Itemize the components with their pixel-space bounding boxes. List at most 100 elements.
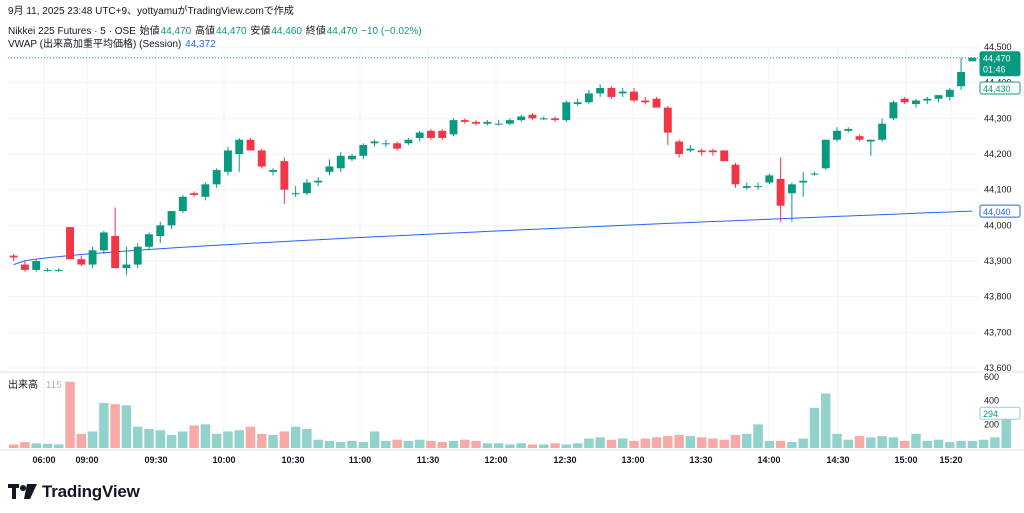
volume-bar [324, 440, 335, 448]
volume-bar [787, 442, 797, 448]
volume-bar [31, 443, 41, 448]
candle-body [359, 145, 368, 156]
x-tick-label: 11:30 [417, 455, 440, 465]
volume-bar [1001, 412, 1011, 448]
volume-bar [437, 442, 447, 448]
volume-bar [708, 438, 718, 448]
candle-body [483, 121, 492, 124]
candle-body [190, 193, 199, 196]
candle-body [404, 139, 413, 144]
x-tick-label: 09:00 [75, 455, 98, 465]
x-tick-label: 15:00 [894, 455, 917, 465]
volume-bar [200, 424, 211, 448]
volume-bar [572, 443, 583, 448]
volume-bar [629, 440, 639, 448]
volume-bar [809, 407, 820, 448]
volume-bar [945, 442, 955, 448]
volume-bar [313, 439, 323, 448]
candle-body [223, 150, 232, 172]
volume-bar [414, 439, 425, 448]
volume-value-tag-text: 294 [983, 409, 998, 419]
vwap-series-line [13, 210, 973, 266]
y-tick-label: 44,500 [984, 42, 1012, 52]
candle-body [20, 264, 29, 270]
volume-bar [369, 431, 380, 448]
x-tick-label: 15:20 [939, 455, 962, 465]
volume-bar [20, 442, 30, 448]
volume-bar [539, 444, 549, 448]
candle-body [156, 225, 165, 237]
tradingview-logo-icon [8, 484, 37, 499]
volume-bar [967, 440, 978, 448]
candle-body [370, 141, 379, 144]
last-price-tag-text: 44,470 [983, 54, 1011, 64]
volume-bar [956, 440, 966, 448]
candle-body [269, 170, 278, 172]
vwap-price-tag-text: 44,040 [983, 207, 1011, 217]
candle-body [697, 150, 706, 153]
last-price-tag-text: 01:46 [983, 65, 1006, 75]
volume-bar [832, 433, 842, 448]
candle-body [460, 120, 469, 122]
volume-bar [595, 437, 605, 448]
candle-body [618, 91, 627, 94]
candle-body [596, 88, 605, 94]
volume-bar [899, 440, 910, 448]
candle-body [449, 120, 458, 135]
ohlc-line: Nikkei 225 Futures · 5 · OSE 始値44,470 高値… [8, 26, 423, 38]
x-tick-label: 12:00 [484, 455, 507, 465]
candle-body [257, 150, 266, 167]
vwap-line: VWAP (出来高加重平均価格) (Session) 44,372 [8, 39, 217, 51]
candle-body [88, 250, 97, 265]
x-tick-label: 09:30 [144, 455, 167, 465]
y-tick-label: 43,600 [984, 363, 1012, 373]
volume-bar [268, 434, 278, 448]
vwap-value: 44,372 [185, 39, 216, 50]
volume-bar [798, 438, 808, 448]
volume-bar [820, 393, 831, 448]
x-tick-label: 14:00 [757, 455, 780, 465]
candle-body [314, 180, 323, 183]
volume-bar [516, 443, 526, 448]
candle-body [528, 114, 537, 119]
candle-body [472, 121, 481, 124]
volume-pane-legend: 出来高 115 [8, 380, 63, 392]
volume-bar [392, 439, 402, 448]
volume-bar [505, 444, 515, 448]
candle-body [99, 232, 108, 251]
volume-bar [8, 444, 19, 448]
volume-bar [888, 437, 899, 448]
tradingview-logo[interactable]: TradingView [8, 482, 140, 502]
volume-bar [730, 434, 741, 448]
volume-bar [426, 440, 436, 448]
candle-body [844, 129, 853, 131]
volume-bar [110, 404, 120, 448]
x-tick-label: 10:00 [212, 455, 235, 465]
candle-body [494, 123, 503, 125]
candle-body [336, 155, 345, 169]
volume-bar [877, 436, 887, 448]
volume-bar [663, 436, 673, 448]
x-tick-label: 13:00 [621, 455, 644, 465]
candle-body [607, 88, 616, 97]
candle-body [505, 120, 514, 124]
candle-body [235, 139, 244, 154]
candle-body [348, 155, 356, 160]
candle-body [9, 255, 18, 258]
volume-tick-label: 200 [984, 419, 999, 429]
close-label: 終値 [305, 26, 326, 37]
x-tick-label: 14:30 [826, 455, 849, 465]
low-value: 44,460 [271, 26, 302, 37]
candle-body [663, 107, 672, 133]
volume-bar [764, 440, 775, 448]
candle-body [630, 91, 638, 101]
candle-body [111, 236, 120, 269]
date-line: 9月 11, 2025 23:48 UTC+9、yottyamuがTrading… [8, 6, 294, 17]
candle-body [415, 132, 424, 138]
x-tick-label: 10:30 [281, 455, 304, 465]
volume-bar [922, 440, 932, 448]
vwap-price-tag-box [979, 204, 1021, 218]
volume-bar [911, 433, 921, 448]
candle-body [302, 182, 311, 194]
